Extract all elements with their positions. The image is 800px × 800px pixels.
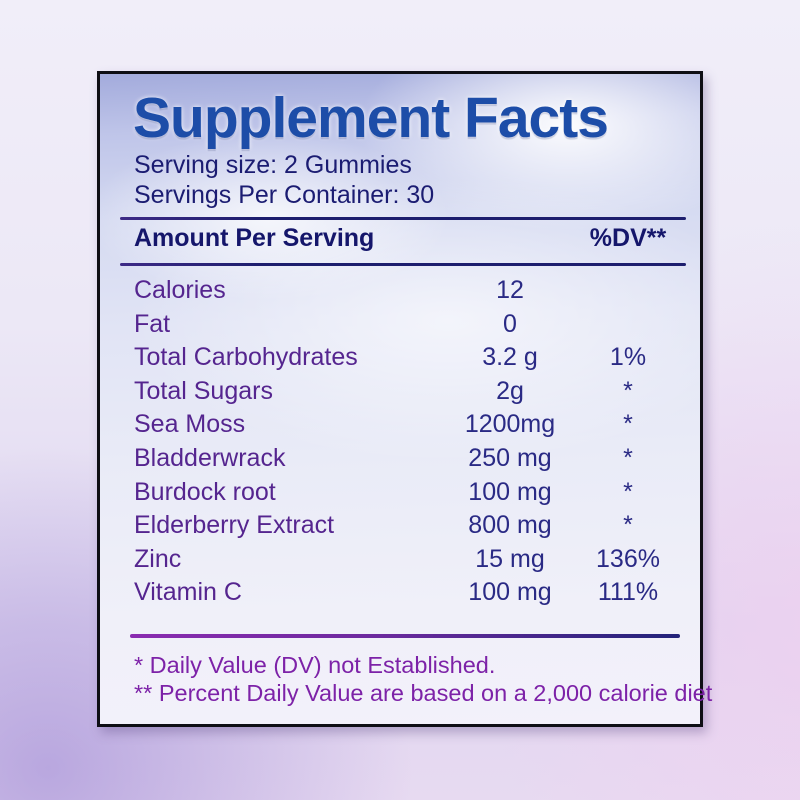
nutrient-dv: 136% xyxy=(596,544,660,573)
divider-above-footnotes xyxy=(130,634,680,638)
footnote-line: ** Percent Daily Value are based on a 2,… xyxy=(134,680,713,706)
divider-below-header xyxy=(120,263,686,266)
table-row: Vitamin C 100 mg 111% xyxy=(100,576,700,610)
nutrient-dv: * xyxy=(623,443,633,472)
nutrient-name: Zinc xyxy=(134,544,182,573)
divider-above-header xyxy=(120,217,686,220)
label-title: Supplement Facts xyxy=(133,86,609,150)
servings-per-container-text: Servings Per Container: 30 xyxy=(134,181,435,209)
table-row: Fat 0 xyxy=(100,308,700,342)
amount-per-serving-header: Amount Per Serving xyxy=(134,224,375,252)
nutrient-dv: * xyxy=(623,410,633,439)
table-row: Burdock root 100 mg * xyxy=(100,476,700,510)
percent-dv-header: %DV** xyxy=(589,224,667,252)
table-row: Total Sugars 2g * xyxy=(100,375,700,409)
nutrient-name: Total Carbohydrates xyxy=(134,343,358,372)
supplement-facts-label: Supplement Facts Serving size: 2 Gummies… xyxy=(97,71,713,727)
nutrient-amount: 1200mg xyxy=(464,410,556,439)
nutrient-amount: 0 xyxy=(503,309,517,338)
nutrient-dv: * xyxy=(623,376,633,405)
nutrient-amount: 250 mg xyxy=(468,443,552,472)
nutrient-name: Calories xyxy=(134,276,226,304)
table-row: Calories 12 xyxy=(100,274,700,308)
serving-size-text: Serving size: 2 Gummies xyxy=(134,151,412,179)
nutrient-name: Bladderwrack xyxy=(134,443,286,472)
nutrient-amount: 12 xyxy=(496,276,524,304)
footnotes: * Daily Value (DV) not Established. ** Pe… xyxy=(134,651,713,707)
nutrient-dv: 111% xyxy=(597,578,659,607)
table-row: Sea Moss 1200mg * xyxy=(100,408,700,442)
nutrient-amount: 100 mg xyxy=(468,477,552,506)
nutrient-amount: 15 mg xyxy=(475,544,545,573)
nutrient-amount: 3.2 g xyxy=(482,343,538,372)
nutrient-name: Sea Moss xyxy=(134,410,246,439)
nutrient-dv: * xyxy=(623,511,633,540)
nutrient-name: Vitamin C xyxy=(134,578,242,607)
nutrient-name: Total Sugars xyxy=(134,376,273,405)
nutrient-dv: 1% xyxy=(609,343,647,372)
table-row: Total Carbohydrates 3.2 g 1% xyxy=(100,341,700,375)
table-row: Zinc 15 mg 136% xyxy=(100,543,700,577)
nutrient-name: Elderberry Extract xyxy=(134,511,335,540)
nutrient-amount: 100 mg xyxy=(468,578,552,607)
nutrient-name: Burdock root xyxy=(134,477,276,506)
nutrient-dv: * xyxy=(623,477,633,506)
table-row: Elderberry Extract 800 mg * xyxy=(100,509,700,543)
table-header-row: Amount Per Serving %DV** xyxy=(100,224,700,258)
footnote-line: * Daily Value (DV) not Established. xyxy=(134,652,496,678)
nutrient-amount: 2g xyxy=(496,376,524,405)
table-row: Bladderwrack 250 mg * xyxy=(100,442,700,476)
nutrient-name: Fat xyxy=(134,309,171,338)
nutrient-rows: Calories 12 Fat 0 Total Carbohydrates 3.2 g 1%… xyxy=(100,274,700,610)
nutrient-amount: 800 mg xyxy=(468,511,552,540)
